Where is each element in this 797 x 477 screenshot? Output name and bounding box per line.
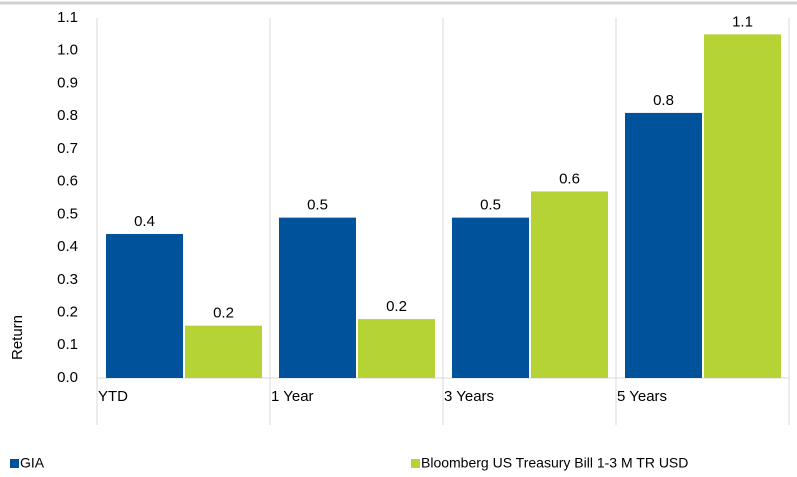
- y-tick-label: 1.0: [57, 42, 78, 59]
- bar: [625, 112, 702, 378]
- bar: [531, 191, 608, 378]
- y-tick-label: 0.7: [57, 140, 78, 157]
- legend-label: Bloomberg US Treasury Bill 1-3 M TR USD: [421, 455, 688, 471]
- data-label: 1.1: [732, 13, 753, 30]
- data-label: 0.8: [653, 92, 674, 109]
- y-tick-label: 0.0: [57, 369, 78, 386]
- y-tick-label: 0.3: [57, 271, 78, 288]
- data-label: 0.4: [134, 213, 155, 230]
- legend-swatch: [10, 459, 19, 468]
- y-tick-label: 0.2: [57, 304, 78, 321]
- bar: [279, 217, 356, 378]
- y-tick-label: 0.8: [57, 107, 78, 124]
- x-tick-label: 5 Years: [617, 388, 667, 405]
- legend-swatch: [411, 459, 420, 468]
- x-tick-label: YTD: [98, 388, 128, 405]
- y-tick-label: 0.4: [57, 238, 78, 255]
- legend-label: GIA: [20, 455, 45, 471]
- y-tick-label: 0.1: [57, 336, 78, 353]
- bar: [452, 217, 529, 378]
- bar: [704, 34, 781, 378]
- legend: GIA Bloomberg US Treasury Bill 1-3 M TR U…: [10, 455, 688, 471]
- data-label: 0.6: [559, 170, 580, 187]
- y-axis-label: Return: [9, 315, 26, 360]
- data-label: 0.5: [307, 197, 328, 214]
- y-tick-label: 0.9: [57, 74, 78, 91]
- data-label: 0.5: [480, 197, 501, 214]
- bar: [358, 319, 435, 378]
- x-tick-label: 3 Years: [444, 388, 494, 405]
- bar: [106, 234, 183, 378]
- data-label: 0.2: [386, 298, 407, 315]
- y-tick-label: 0.5: [57, 205, 78, 222]
- y-tick-label: 0.6: [57, 173, 78, 190]
- data-label: 0.2: [213, 305, 234, 322]
- y-tick-label: 1.1: [57, 9, 78, 26]
- x-tick-label: 1 Year: [271, 388, 314, 405]
- bar: [185, 325, 262, 378]
